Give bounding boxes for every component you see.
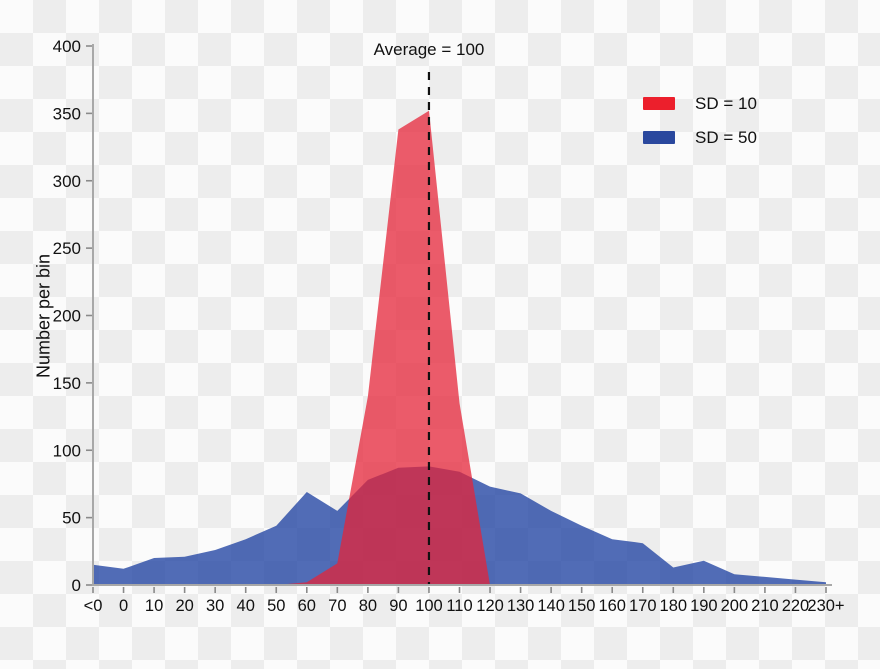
x-tick-label: 220 [782, 597, 810, 615]
x-tick-label: 110 [446, 597, 472, 615]
x-tick-label: 100 [415, 597, 443, 615]
x-tick-label: 180 [660, 597, 688, 615]
average-annotation: Average = 100 [373, 40, 485, 59]
y-tick-label: 0 [72, 576, 81, 595]
x-tick-label: 150 [568, 597, 596, 615]
y-tick-label: 50 [62, 509, 81, 528]
x-tick-label: 120 [476, 597, 504, 615]
legend-item-sd10: SD = 10 [643, 93, 757, 113]
x-tick-label: 170 [629, 597, 657, 615]
legend-swatch-sd50-blue [643, 131, 675, 144]
x-tick-label: 20 [175, 597, 193, 615]
x-tick-label: 160 [598, 597, 626, 615]
x-tick-label: 70 [328, 597, 346, 615]
y-tick-label: 300 [53, 172, 81, 191]
y-tick-label: 200 [53, 307, 81, 326]
x-tick-label: 140 [537, 597, 565, 615]
y-tick-label: 350 [53, 104, 81, 123]
y-tick-label: 250 [53, 239, 81, 258]
x-tick-label: 230+ [807, 597, 844, 615]
y-tick-label: 400 [53, 37, 81, 56]
legend-swatch-sd10-red [643, 97, 675, 110]
x-tick-label: <0 [84, 597, 103, 615]
x-tick-label: 40 [237, 597, 255, 615]
y-axis-title: Number per bin [33, 253, 54, 379]
legend-label-sd10: SD = 10 [695, 93, 757, 113]
x-tick-label: 30 [206, 597, 224, 615]
x-tick-label: 80 [359, 597, 377, 615]
y-tick-label: 150 [53, 374, 81, 393]
x-tick-label: 210 [751, 597, 779, 615]
legend-label-sd50: SD = 50 [695, 127, 757, 147]
x-tick-label: 50 [267, 597, 285, 615]
y-tick-label: 100 [53, 441, 81, 460]
x-tick-label: 10 [145, 597, 163, 615]
x-tick-label: 190 [690, 597, 718, 615]
area-series-sd10 [93, 110, 826, 585]
x-tick-label: 90 [389, 597, 407, 615]
x-tick-label: 200 [721, 597, 749, 615]
x-tick-label: 0 [119, 597, 128, 615]
legend: SD = 10 SD = 50 [643, 93, 757, 163]
x-tick-label: 60 [298, 597, 316, 615]
legend-item-sd50: SD = 50 [643, 127, 757, 147]
x-tick-label: 130 [507, 597, 535, 615]
